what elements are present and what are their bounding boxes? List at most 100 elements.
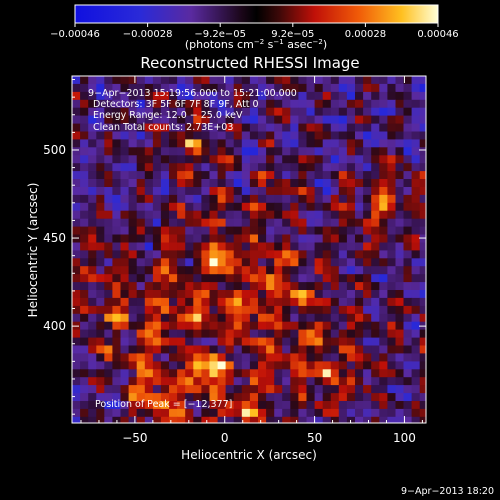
heatmap-cell — [322, 187, 332, 196]
heatmap-cell — [411, 234, 421, 243]
x-axis-label: Heliocentric X (arcsec) — [181, 448, 317, 462]
heatmap-cell — [403, 321, 413, 331]
heatmap-cell — [233, 163, 243, 172]
heatmap-cell — [136, 266, 146, 275]
heatmap-cell — [144, 329, 154, 338]
heatmap-cell — [338, 147, 348, 156]
heatmap-cell — [371, 99, 380, 109]
heatmap-cell — [379, 234, 388, 243]
heatmap-cell — [209, 83, 219, 93]
heatmap-cell — [258, 83, 267, 93]
heatmap-cell — [201, 163, 210, 172]
heatmap-cell — [338, 353, 348, 362]
heatmap-cell — [185, 226, 194, 235]
heatmap-cell — [403, 274, 413, 283]
heatmap-cell — [411, 163, 421, 172]
heatmap-cell — [136, 290, 146, 299]
heatmap-cell — [185, 242, 194, 251]
heatmap-cell — [209, 258, 219, 267]
heatmap-cell — [249, 329, 259, 338]
heatmap-cell — [355, 76, 364, 85]
heatmap-cell — [241, 187, 251, 196]
heatmap-cell — [379, 313, 388, 323]
heatmap-cell — [306, 377, 316, 386]
heatmap-cell — [169, 337, 178, 346]
heatmap-cell — [298, 234, 307, 243]
heatmap-cell — [363, 345, 372, 354]
heatmap-cell — [209, 91, 219, 101]
heatmap-cell — [80, 250, 89, 259]
heatmap-cell — [298, 107, 307, 117]
heatmap-cell — [411, 385, 421, 394]
heatmap-cell — [225, 377, 235, 386]
heatmap-cell — [225, 115, 235, 124]
heatmap-cell — [249, 401, 259, 410]
heatmap-cell — [266, 131, 275, 140]
heatmap-cell — [282, 179, 291, 188]
heatmap-cell — [241, 202, 251, 212]
heatmap-cell — [88, 83, 97, 93]
heatmap-cell — [169, 353, 178, 362]
heatmap-cell — [306, 107, 316, 117]
heatmap-cell — [346, 345, 356, 354]
heatmap-cell — [306, 83, 316, 93]
heatmap-cell — [338, 329, 348, 338]
heatmap-cell — [249, 250, 259, 259]
heatmap-cell — [201, 202, 210, 212]
heatmap-cell — [136, 242, 146, 251]
heatmap-cell — [96, 266, 105, 275]
heatmap-cell — [136, 345, 146, 354]
heatmap-cell — [330, 91, 340, 101]
heatmap-cell — [355, 91, 364, 101]
heatmap-cell — [403, 297, 413, 307]
heatmap-cell — [330, 408, 340, 418]
heatmap-cell — [371, 385, 380, 394]
heatmap-cell — [160, 369, 170, 378]
heatmap-cell — [201, 385, 210, 394]
heatmap-cell — [177, 171, 186, 180]
heatmap-cell — [144, 385, 154, 394]
heatmap-cell — [371, 329, 380, 338]
heatmap-cell — [282, 147, 291, 156]
heatmap-cell — [411, 107, 421, 117]
heatmap-cell — [282, 202, 291, 212]
heatmap-cell — [120, 194, 130, 204]
heatmap-cell — [169, 76, 178, 85]
heatmap-cell — [330, 99, 340, 109]
heatmap-cell — [274, 250, 283, 259]
heatmap-cell — [330, 313, 340, 323]
heatmap-cell — [338, 83, 348, 93]
heatmap-cell — [306, 266, 316, 275]
heatmap-cell — [266, 179, 275, 188]
heatmap-cell — [338, 187, 348, 196]
heatmap-cell — [152, 210, 162, 220]
heatmap-cell — [96, 210, 105, 220]
heatmap-cell — [160, 297, 170, 307]
heatmap-cell — [169, 321, 178, 331]
heatmap-cell — [120, 91, 130, 101]
heatmap-cell — [185, 210, 194, 220]
heatmap-cell — [363, 171, 372, 180]
heatmap-cell — [152, 282, 162, 291]
heatmap-cell — [144, 345, 154, 354]
heatmap-cell — [177, 147, 186, 156]
heatmap-cell — [298, 329, 307, 338]
heatmap-cell — [152, 194, 162, 204]
heatmap-cell — [282, 401, 291, 410]
heatmap-cell — [217, 321, 227, 331]
heatmap-cell — [395, 250, 405, 259]
heatmap-cell — [306, 329, 316, 338]
heatmap-cell — [355, 401, 364, 410]
heatmap-cell — [177, 194, 186, 204]
heatmap-cell — [160, 163, 170, 172]
heatmap-cell — [160, 393, 170, 402]
heatmap-cell — [177, 258, 186, 267]
heatmap-cell — [169, 242, 178, 251]
heatmap-cell — [193, 155, 202, 164]
heatmap-cell — [266, 147, 275, 156]
heatmap-cell — [169, 305, 178, 315]
heatmap-cell — [169, 393, 178, 402]
heatmap-cell — [144, 171, 154, 180]
heatmap-cell — [169, 250, 178, 259]
heatmap-cell — [266, 377, 275, 386]
